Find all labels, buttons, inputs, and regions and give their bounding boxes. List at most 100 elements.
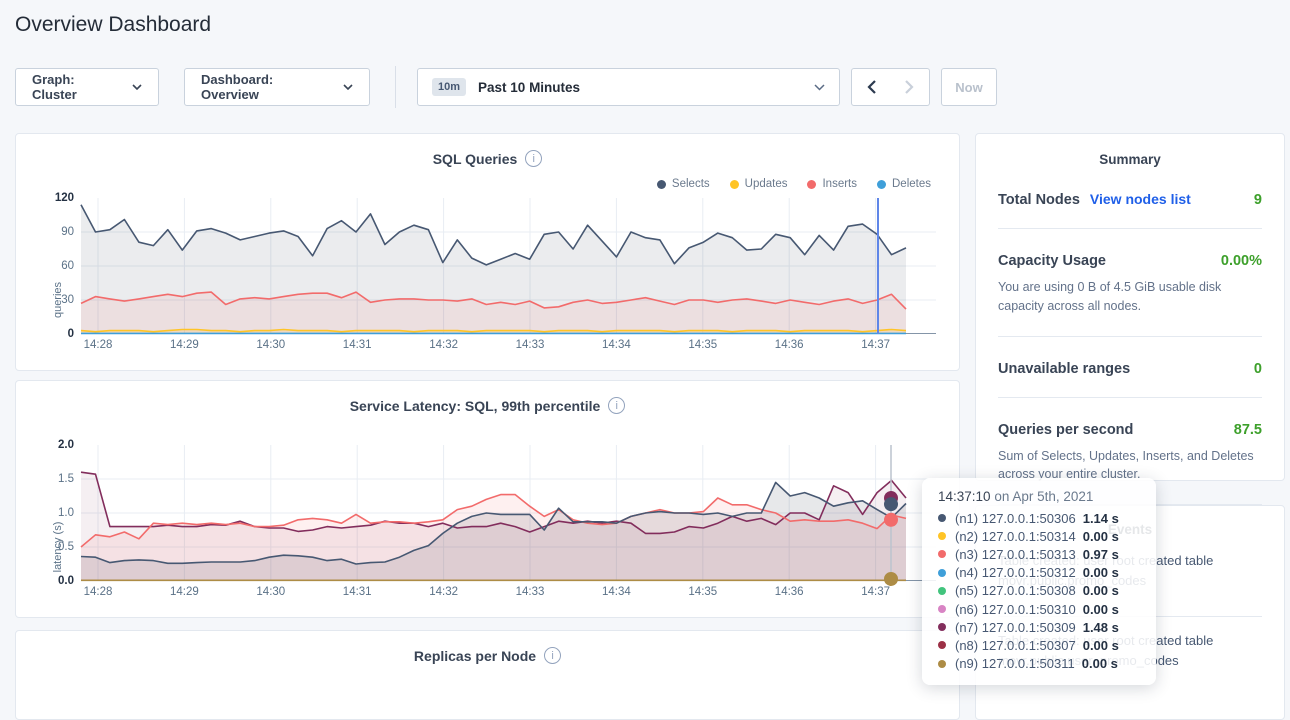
now-button[interactable]: Now <box>941 68 997 106</box>
x-axis-tick: 14:31 <box>342 586 372 598</box>
x-axis-tick: 14:29 <box>170 586 199 598</box>
y-axis-tick: 90 <box>61 226 74 238</box>
qps-label: Queries per second <box>998 421 1134 438</box>
node-color-dot-icon <box>938 586 946 595</box>
page-title: Overview Dashboard <box>15 13 212 36</box>
chevron-right-icon <box>905 80 914 94</box>
unavailable-ranges-label: Unavailable ranges <box>998 360 1131 377</box>
summary-row-capacity: Capacity Usage 0.00% You are using 0 B o… <box>998 229 1262 337</box>
legend-dot-icon <box>656 179 666 189</box>
node-color-dot-icon <box>938 605 946 614</box>
info-icon[interactable]: i <box>608 397 626 414</box>
tooltip-node-row: (n3) 127.0.0.1:50313 0.97 s <box>938 545 1140 563</box>
capacity-usage-description: You are using 0 B of 4.5 GiB usable disk… <box>998 280 1222 313</box>
x-axis-tick: 14:34 <box>602 339 631 351</box>
legend-item-selects[interactable]: Selects <box>656 178 710 190</box>
sql-chart-legend: Selects Updates Inserts Deletes <box>656 178 931 190</box>
legend-dot-icon <box>877 179 886 189</box>
legend-item-deletes[interactable]: Deletes <box>877 178 931 190</box>
sql-queries-chart-card: SQL Queries i Selects Updates Inserts Delet… <box>15 133 960 371</box>
chevron-left-icon <box>866 80 876 94</box>
tooltip-node-row: (n1) 127.0.0.1:50306 1.14 s <box>938 509 1140 527</box>
x-axis-tick: 14:37 <box>861 339 890 351</box>
latency-chart-title: Service Latency: SQL, 99th percentile <box>349 397 601 414</box>
dashboard-dropdown-label: Dashboard: Overview <box>201 72 274 102</box>
graph-dropdown[interactable]: Graph: Cluster <box>15 68 159 106</box>
node-color-dot-icon <box>938 514 946 523</box>
replicas-chart-card: Replicas per Node i <box>15 630 960 720</box>
chevron-down-icon <box>132 84 142 90</box>
tooltip-node-row: (n6) 127.0.0.1:50310 0.00 s <box>938 600 1140 618</box>
legend-item-inserts[interactable]: Inserts <box>807 178 857 190</box>
x-axis-tick: 14:28 <box>83 586 113 598</box>
x-axis-tick: 14:32 <box>429 586 458 598</box>
chevron-down-icon <box>814 83 825 91</box>
summary-row-total-nodes: Total Nodes View nodes list 9 <box>998 167 1262 229</box>
node-color-dot-icon <box>938 550 946 559</box>
tooltip-timestamp: 14:37:10 on Apr 5th, 2021 <box>938 489 1140 504</box>
view-nodes-list-link[interactable]: View nodes list <box>1089 191 1191 207</box>
node-color-dot-icon <box>938 641 946 650</box>
total-nodes-value: 9 <box>1253 192 1262 208</box>
time-range-label: Past 10 Minutes <box>478 79 581 95</box>
y-axis-tick: 30 <box>61 294 74 306</box>
legend-dot-icon <box>729 179 739 189</box>
dashboard-dropdown[interactable]: Dashboard: Overview <box>184 68 370 106</box>
x-axis-tick: 14:36 <box>774 586 804 598</box>
chart-hover-tooltip: 14:37:10 on Apr 5th, 2021 (n1) 127.0.0.1… <box>922 478 1156 685</box>
legend-item-updates[interactable]: Updates <box>729 178 787 190</box>
x-axis-tick: 14:31 <box>342 339 372 351</box>
time-range-badge: 10m <box>432 78 467 96</box>
unavailable-ranges-value: 0 <box>1253 360 1262 377</box>
toolbar-divider <box>395 66 396 108</box>
tooltip-time: 14:37:10 <box>938 489 991 504</box>
tooltip-node-row: (n9) 127.0.0.1:50311 0.00 s <box>938 655 1140 673</box>
time-next-button[interactable] <box>890 68 930 106</box>
x-axis-tick: 14:35 <box>688 339 718 351</box>
replicas-chart-title: Replicas per Node <box>413 647 537 664</box>
y-axis-tick: 0.5 <box>58 541 74 553</box>
x-axis-tick: 14:32 <box>429 339 458 351</box>
y-axis-tick: 120 <box>54 192 74 204</box>
time-range-selector[interactable]: 10m Past 10 Minutes <box>417 68 840 106</box>
x-axis-tick: 14:36 <box>774 339 804 351</box>
summary-panel: Summary Total Nodes View nodes list 9 Ca… <box>975 133 1285 545</box>
x-axis-tick: 14:30 <box>256 339 286 351</box>
summary-row-unavailable-ranges: Unavailable ranges 0 <box>998 337 1262 398</box>
y-axis-tick: 1.5 <box>58 473 74 485</box>
capacity-usage-label: Capacity Usage <box>998 253 1106 269</box>
qps-description: Sum of Selects, Updates, Inserts, and De… <box>998 448 1254 482</box>
tooltip-node-row: (n2) 127.0.0.1:50314 0.00 s <box>938 527 1140 545</box>
sql-queries-chart-title: SQL Queries <box>432 150 518 167</box>
info-icon[interactable]: i <box>544 647 562 664</box>
summary-row-qps: Queries per second 87.5 Sum of Selects, … <box>998 398 1262 505</box>
node-color-dot-icon <box>938 568 946 577</box>
node-color-dot-icon <box>938 623 946 632</box>
x-axis-tick: 14:35 <box>688 586 718 598</box>
node-color-dot-icon <box>938 659 946 668</box>
time-prev-button[interactable] <box>851 68 891 106</box>
summary-heading: Summary <box>1099 152 1161 167</box>
capacity-usage-value: 0.00% <box>1220 253 1262 269</box>
x-axis-tick: 14:29 <box>170 339 199 351</box>
tooltip-date: on Apr 5th, 2021 <box>990 489 1094 504</box>
latency-chart-card: Service Latency: SQL, 99th percentile i … <box>15 380 960 618</box>
info-icon[interactable]: i <box>525 150 543 167</box>
legend-dot-icon <box>807 179 817 189</box>
latency-plot[interactable] <box>80 445 936 586</box>
node-color-dot-icon <box>938 532 946 541</box>
y-axis-tick: 60 <box>61 260 74 272</box>
tooltip-node-row: (n8) 127.0.0.1:50307 0.00 s <box>938 636 1140 654</box>
x-axis-tick: 14:37 <box>861 586 890 598</box>
tooltip-node-row: (n5) 127.0.0.1:50308 0.00 s <box>938 582 1140 600</box>
chevron-down-icon <box>343 84 353 90</box>
x-axis-tick: 14:33 <box>515 586 545 598</box>
sql-queries-plot[interactable] <box>80 198 936 335</box>
y-axis-tick: 1.0 <box>58 507 74 519</box>
y-axis-tick: 0 <box>67 328 74 340</box>
x-axis-tick: 14:33 <box>515 339 545 351</box>
total-nodes-label: Total Nodes <box>998 192 1080 208</box>
now-button-label: Now <box>955 79 983 95</box>
tooltip-node-row: (n4) 127.0.0.1:50312 0.00 s <box>938 564 1140 582</box>
x-axis-tick: 14:30 <box>256 586 286 598</box>
